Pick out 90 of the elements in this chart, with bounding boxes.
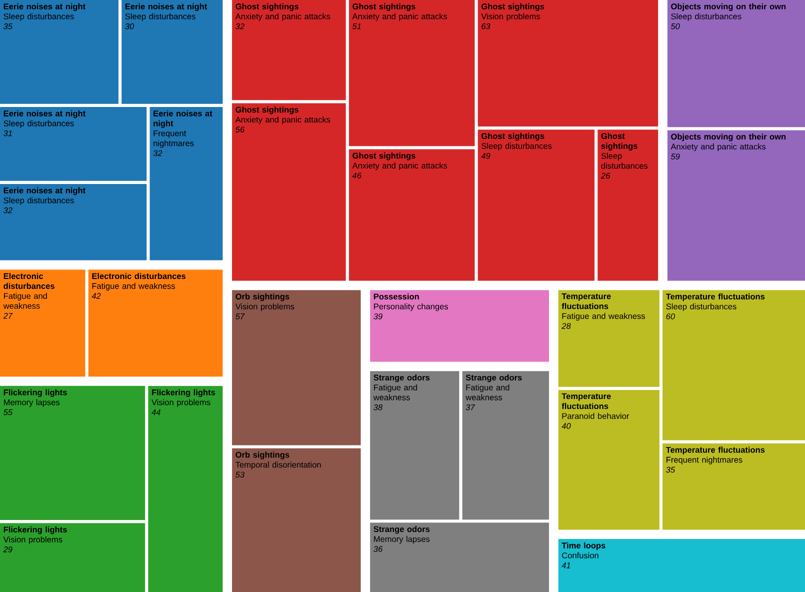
data-label: 56 <box>236 126 245 132</box>
category-label: Temporal disorientation <box>236 461 321 470</box>
series-label: Flickering lights <box>4 526 67 534</box>
data-label: 27 <box>3 312 13 318</box>
data-label: 53 <box>236 472 244 478</box>
data-label: 40 <box>562 422 571 429</box>
category-label: Paranoid behavior <box>562 412 630 419</box>
category-label: Anxiety and panic attacks <box>352 13 448 21</box>
category-label: Sleep disturbances <box>482 142 552 150</box>
category-label: Sleep disturbances <box>4 120 74 128</box>
category-label: Anxiety and panic attacks <box>352 162 448 170</box>
text: Ghost sightings <box>481 132 544 140</box>
category-label: Vision problems <box>481 13 540 21</box>
data-label: 46 <box>352 172 362 178</box>
category-label: Anxiety and panic attacks <box>235 13 330 21</box>
category-label: Frequent nightmares <box>154 130 194 148</box>
series-label: Eerie noises at night <box>4 110 86 118</box>
category-label: Fatigue and weakness <box>3 292 47 309</box>
category-label: Sleep disturbances <box>671 13 742 21</box>
data-label: 30 <box>125 23 134 30</box>
series-label: Time loops <box>562 542 606 550</box>
data-label: 31 <box>4 130 12 136</box>
series-label: Temperature fluctuations <box>666 293 765 301</box>
category-label: Fatigue and weakness <box>92 282 176 290</box>
text: Ghost sightings <box>236 106 298 114</box>
text: Eerie noises at night <box>154 110 212 128</box>
series-label: Ghost sightings <box>352 152 416 160</box>
data-label: 36 <box>374 546 383 552</box>
category-label: Sleep disturbances <box>125 13 196 21</box>
text: Temperature fluctuations <box>562 293 611 309</box>
series-label: Objects moving on their own <box>671 133 786 142</box>
text: Electronic disturbances <box>4 272 54 289</box>
data-label: 63 <box>482 23 490 30</box>
text: Ghost sightings <box>481 3 544 11</box>
text: Orb sightings <box>236 451 290 460</box>
category-label: Vision problems <box>3 536 62 544</box>
category-label: Sleep disturbances <box>4 13 74 21</box>
text: Strange odors <box>466 374 522 382</box>
data-label: 50 <box>670 23 680 30</box>
data-label: 42 <box>92 292 101 299</box>
category-label: Sleep disturbances <box>4 197 74 205</box>
category-label: Fatigue and weakness <box>373 384 417 400</box>
data-label: 41 <box>562 562 570 568</box>
text: Ghost sightings <box>601 132 638 150</box>
data-label: 44 <box>152 409 160 415</box>
category-label: Confusion <box>562 552 598 558</box>
data-label: 38 <box>374 404 383 410</box>
text: Ghost sightings <box>236 3 298 11</box>
data-label: 51 <box>352 23 361 30</box>
data-label: 26 <box>600 172 610 178</box>
category-label: Vision problems <box>235 303 294 311</box>
data-label: 32 <box>236 23 244 30</box>
text: Flickering lights <box>4 389 67 397</box>
category-label: Frequent nightmares <box>666 456 742 464</box>
series-label: Strange odors <box>374 374 430 382</box>
data-label: 35 <box>666 466 676 472</box>
data-label: 57 <box>236 313 245 320</box>
series-label: Possession <box>374 293 419 300</box>
data-label: 55 <box>4 409 13 416</box>
category-label: Memory lapses <box>4 399 60 407</box>
text: Eerie noises at night <box>125 3 208 11</box>
data-label: 39 <box>374 313 382 320</box>
text: Eerie noises at night <box>4 187 86 195</box>
data-label: 49 <box>481 152 490 159</box>
text: Flickering lights <box>152 389 216 397</box>
data-label: 37 <box>466 404 476 410</box>
data-label: 28 <box>562 322 571 329</box>
category-label: Sleep disturbances <box>666 303 736 311</box>
data-label: 32 <box>4 207 12 214</box>
text: Strange odors <box>374 526 430 534</box>
data-label: 60 <box>666 313 675 320</box>
text: Temperature fluctuations <box>666 446 765 454</box>
series-label: Electronic disturbances <box>92 272 186 279</box>
category-label: Memory lapses <box>374 536 430 544</box>
category-label: Sleep disturbances <box>601 152 648 169</box>
category-label: Fatigue and weakness <box>562 312 645 320</box>
series-label: Orb sightings <box>236 293 290 301</box>
data-label: 59 <box>670 153 680 160</box>
text: Eerie noises at night <box>4 3 86 11</box>
data-label: 29 <box>3 546 12 552</box>
category-label: Vision problems <box>152 399 210 407</box>
text: Temperature fluctuations <box>562 393 611 409</box>
data-label: 35 <box>4 23 13 30</box>
category-label: Fatigue and weakness <box>466 384 510 400</box>
category-label: Anxiety and panic attacks <box>670 143 766 151</box>
text: Objects moving on their own <box>671 3 786 11</box>
category-label: Anxiety and panic attacks <box>235 116 330 124</box>
text: Ghost sightings <box>352 3 416 11</box>
category-label: Personality changes <box>374 303 448 311</box>
data-label: 32 <box>153 150 162 156</box>
